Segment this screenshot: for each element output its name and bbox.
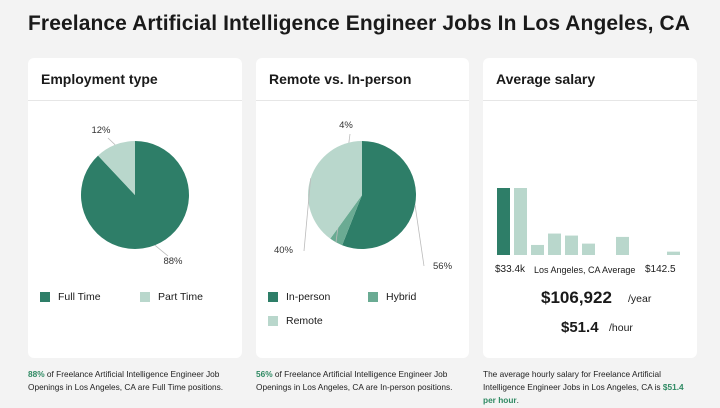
salary-card: Average salary $33.4k Los Angeles, CA Av…: [483, 58, 697, 358]
pie-slice-in-person: [342, 141, 416, 249]
salary-max-label: $142.5: [645, 264, 676, 275]
legend-label-in-person: In-person: [286, 291, 331, 303]
employment-pie-chart: 88% 12%: [81, 125, 189, 267]
histogram-bar-10: [667, 251, 680, 255]
remote-footer-highlight: 56%: [256, 369, 273, 379]
salary-title: Average salary: [483, 58, 697, 101]
leader-line-full-time: [154, 244, 169, 257]
leader-line-part-time: [107, 137, 116, 146]
pie-label-in-person: 56%: [433, 261, 453, 272]
employment-type-card: Employment type 88% 12% Full Time Part Ti…: [28, 58, 242, 358]
pie-slice-part-time: [98, 141, 135, 195]
legend-label-part-time: Part Time: [158, 291, 203, 303]
legend-item-in-person: In-person: [268, 291, 330, 303]
employment-type-title: Employment type: [28, 58, 242, 101]
legend-swatch-remote: [268, 316, 278, 326]
leader-line-in-person: [414, 205, 425, 267]
legend-label-remote: Remote: [286, 315, 323, 327]
histogram-bar-5: [582, 243, 595, 255]
salary-footer-text: The average hourly salary for Freelance …: [483, 369, 663, 392]
legend-item-remote: Remote: [268, 315, 323, 327]
histogram-bar-2: [531, 244, 544, 255]
employment-footer-text: of Freelance Artificial Intelligence Eng…: [28, 369, 224, 392]
hourly-salary-value: $51.4: [561, 319, 599, 336]
pie-slice-remote: [308, 141, 362, 239]
remote-pie-chart: 56% 4% 40%: [274, 120, 453, 272]
legend-label-hybrid: Hybrid: [386, 291, 417, 303]
salary-footer-end: .: [516, 395, 519, 405]
histogram-bar-0: [497, 188, 510, 255]
legend-swatch-hybrid: [368, 292, 378, 302]
employment-footer: 88% of Freelance Artificial Intelligence…: [28, 368, 242, 394]
histogram-bar-3: [548, 233, 561, 255]
salary-footer-highlight: $51.4 per hour: [483, 382, 684, 405]
histogram-bar-4: [565, 235, 578, 255]
pie-label-remote: 40%: [274, 245, 294, 256]
leader-line-remote: [303, 178, 312, 252]
pie-label-full-time: 88%: [163, 256, 183, 267]
pie-label-hybrid: 4%: [339, 120, 353, 131]
pie-slice-hybrid: [330, 195, 362, 246]
salary-min-label: $33.4k: [495, 264, 526, 275]
remote-footer-text: of Freelance Artificial Intelligence Eng…: [256, 369, 453, 392]
salary-average-label: Los Angeles, CA Average: [534, 265, 636, 275]
legend-item-hybrid: Hybrid: [368, 291, 416, 303]
yearly-salary-unit: /year: [628, 293, 652, 305]
yearly-salary-value: $106,922: [541, 288, 612, 307]
histogram-bar-1: [514, 188, 527, 255]
legend-swatch-in-person: [268, 292, 278, 302]
hourly-salary-unit: /hour: [609, 322, 633, 334]
page-title: Freelance Artificial Intelligence Engine…: [28, 12, 691, 35]
remote-title: Remote vs. In-person: [256, 58, 469, 101]
remote-footer: 56% of Freelance Artificial Intelligence…: [256, 368, 469, 394]
legend-swatch-part-time: [140, 292, 150, 302]
legend-label-full-time: Full Time: [58, 291, 101, 303]
legend-swatch-full-time: [40, 292, 50, 302]
histogram-bar-7: [616, 236, 629, 255]
pie-label-part-time: 12%: [91, 125, 111, 136]
employment-footer-highlight: 88%: [28, 369, 45, 379]
remote-card: Remote vs. In-person 56% 4% 40% In-person …: [256, 58, 469, 358]
legend-item-full-time: Full Time: [40, 291, 101, 303]
salary-histogram: [497, 188, 680, 255]
salary-footer: The average hourly salary for Freelance …: [483, 368, 697, 407]
legend-item-part-time: Part Time: [140, 291, 203, 303]
